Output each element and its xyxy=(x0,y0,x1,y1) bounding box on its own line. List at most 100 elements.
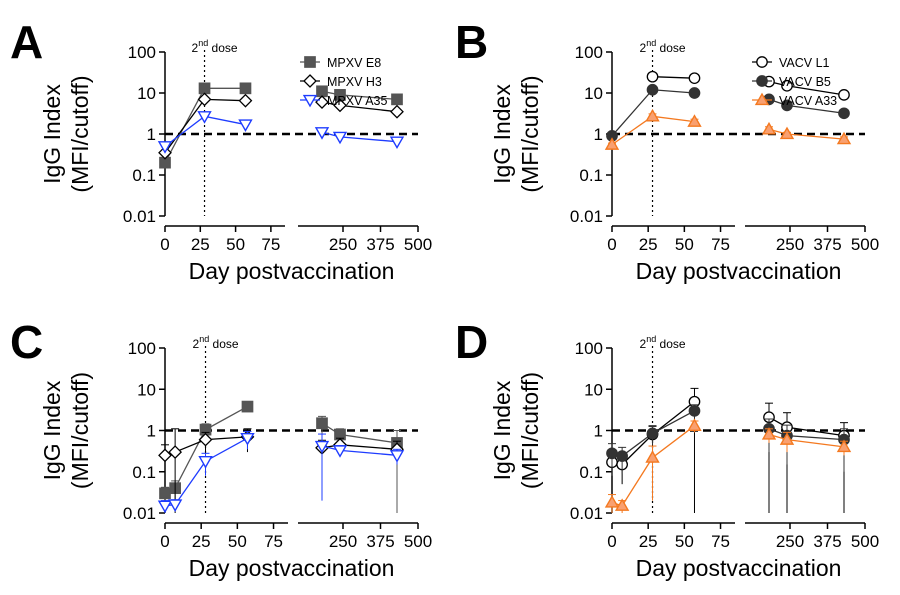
data-point xyxy=(688,87,701,99)
data-point xyxy=(614,498,630,511)
data-point xyxy=(316,85,328,98)
data-point xyxy=(333,98,347,113)
x-axis-title: Day postvaccination xyxy=(189,555,395,581)
data-point xyxy=(168,445,183,459)
x-tick-label: 50 xyxy=(675,235,694,254)
data-point xyxy=(238,93,253,108)
panel-letter: C xyxy=(10,316,43,368)
x-tick-label: 75 xyxy=(264,532,283,551)
data-point xyxy=(646,83,659,96)
x-tick-label: 250 xyxy=(329,532,357,551)
x-tick-label: 500 xyxy=(404,532,432,551)
panel-c: C 0.01 0.1 1 10 100 IgG Index (MFI/cutoff) 0 25 50… xyxy=(10,316,432,581)
x-tick-label: 500 xyxy=(404,235,432,254)
annotation-suffix: dose xyxy=(656,41,686,55)
panel-d: D 0.01 0.1 1 10 100 IgG Index (MFI/cutoff) 0 25 50… xyxy=(455,316,879,581)
y-tick-label: 0.01 xyxy=(123,504,156,523)
x-tick-label: 375 xyxy=(813,532,841,551)
data-point xyxy=(241,400,254,413)
y-tick-label: 100 xyxy=(575,339,603,358)
x-tick-label: 500 xyxy=(851,532,879,551)
x-tick-label: 500 xyxy=(851,235,879,254)
y-tick-label: 10 xyxy=(584,380,603,399)
y-axis-title: IgG Index xyxy=(489,84,515,184)
series-vacv-l1 xyxy=(646,70,850,101)
y-axis-subtitle: (MFI/cutoff) xyxy=(517,75,543,192)
y-tick-label: 100 xyxy=(128,43,156,62)
y-tick-label: 1 xyxy=(594,125,603,144)
data-point xyxy=(239,82,252,95)
x-tick-label: 0 xyxy=(160,235,169,254)
data-point xyxy=(604,137,620,150)
y-axis-subtitle: (MFI/cutoff) xyxy=(67,75,93,192)
series-mpxv-h3 xyxy=(158,428,404,513)
data-point xyxy=(688,404,701,417)
series-vacv-b5 xyxy=(606,83,850,142)
data-point xyxy=(198,82,211,95)
series-line xyxy=(321,445,398,456)
y-tick-label: 0.1 xyxy=(132,463,156,482)
annotation-superscript: nd xyxy=(646,334,656,344)
data-point xyxy=(389,450,405,463)
y-tick-label: 0.1 xyxy=(132,166,156,185)
data-point xyxy=(238,119,253,132)
y-tick-label: 10 xyxy=(137,380,156,399)
y-tick-label: 0.1 xyxy=(579,463,603,482)
data-point xyxy=(158,448,172,463)
annotation-number: 2 xyxy=(193,337,200,351)
x-tick-label: 0 xyxy=(607,235,616,254)
data-point xyxy=(646,70,659,83)
x-axis-title: Day postvaccination xyxy=(636,258,842,284)
panel-a: A 0.01 0.1 1 10 100 IgG Index (MFI/cutoff) 0 25 50… xyxy=(10,16,432,284)
annotation-number: 2 xyxy=(640,41,647,55)
data-point xyxy=(838,89,850,101)
legend-marker xyxy=(303,74,317,88)
y-tick-label: 10 xyxy=(584,84,603,103)
data-point xyxy=(836,131,852,145)
x-tick-label: 50 xyxy=(228,532,247,551)
x-tick-label: 25 xyxy=(639,235,658,254)
legend-label: MPXV H3 xyxy=(327,75,382,89)
data-point xyxy=(688,72,701,85)
data-point xyxy=(197,92,212,107)
data-point xyxy=(159,487,171,500)
y-tick-label: 100 xyxy=(128,339,156,358)
series-mpxv-a35 xyxy=(157,111,405,154)
data-point xyxy=(389,136,405,150)
annotation-number: 2 xyxy=(640,337,647,351)
data-point xyxy=(687,114,702,127)
series-mpxv-a35 xyxy=(157,430,405,514)
x-tick-label: 75 xyxy=(711,235,730,254)
data-point xyxy=(604,495,620,508)
y-tick-label: 0.01 xyxy=(570,504,603,523)
data-point xyxy=(781,99,793,112)
annotation-suffix: dose xyxy=(656,337,686,351)
annotation-suffix: dose xyxy=(209,337,239,351)
legend-marker xyxy=(304,56,316,68)
data-point xyxy=(197,111,212,124)
data-point xyxy=(836,439,852,453)
panel-b: B 0.01 0.1 1 10 100 IgG Index (MFI/cutoff) 0 25 50… xyxy=(455,16,879,284)
legend-marker xyxy=(756,75,768,87)
panel-letter: B xyxy=(455,16,488,68)
legend-label: VACV L1 xyxy=(779,56,830,70)
data-point xyxy=(391,93,403,106)
data-point xyxy=(616,450,628,462)
y-axis-subtitle: (MFI/cutoff) xyxy=(517,372,543,489)
annotation-superscript: nd xyxy=(199,334,209,344)
data-point xyxy=(606,447,618,460)
x-tick-label: 375 xyxy=(813,235,841,254)
data-point xyxy=(761,427,777,440)
x-tick-label: 250 xyxy=(329,235,357,254)
second-dose-label: 2nd dose xyxy=(192,38,238,55)
data-point xyxy=(314,127,330,140)
data-point xyxy=(781,79,793,92)
series-vacv-a33 xyxy=(604,108,852,150)
data-point xyxy=(687,418,702,431)
data-point xyxy=(167,499,183,512)
series-vacv-b5 xyxy=(606,404,850,476)
series-line xyxy=(768,433,845,448)
x-tick-label: 25 xyxy=(192,532,211,551)
legend: MPXV E8 MPXV H3 MPXV A35 xyxy=(300,56,387,108)
